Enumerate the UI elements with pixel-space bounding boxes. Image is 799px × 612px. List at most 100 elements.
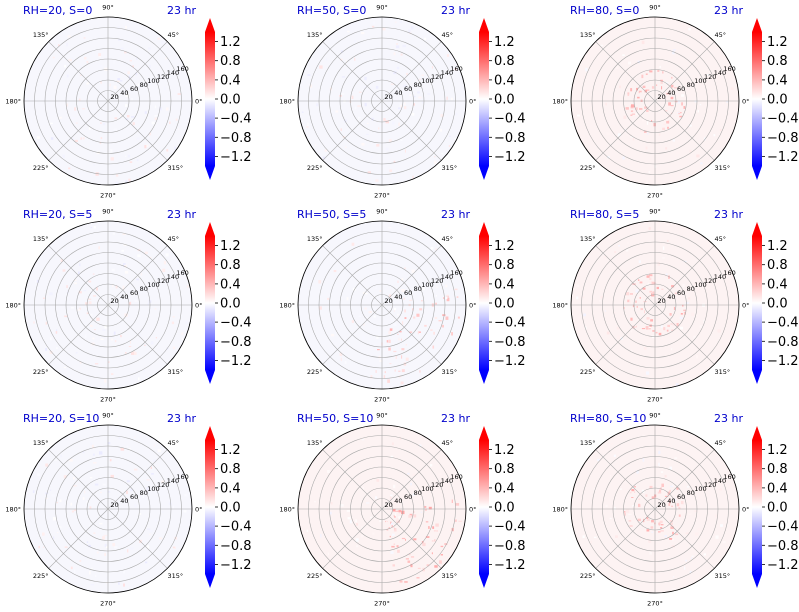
field-cell — [652, 330, 655, 332]
field-cell — [134, 503, 137, 508]
field-cell — [394, 516, 396, 518]
field-cell — [628, 61, 631, 65]
field-cell — [419, 308, 423, 311]
field-cell — [122, 571, 125, 574]
field-cell — [371, 155, 373, 159]
radial-tick-label: 160 — [450, 473, 462, 481]
field-cell — [662, 257, 665, 259]
field-cell — [89, 324, 93, 327]
field-speckles — [577, 28, 734, 183]
field-cell — [658, 462, 660, 466]
field-cell — [678, 514, 681, 517]
field-cell — [646, 519, 650, 521]
field-cell — [706, 74, 710, 76]
field-cell — [155, 298, 158, 301]
field-cell — [671, 588, 676, 590]
colorbar-tick-label: 0.8 — [494, 258, 515, 273]
field-cell — [90, 584, 95, 586]
field-cell — [403, 106, 407, 110]
field-cell — [388, 330, 391, 335]
colorbar: 1.2 0.8 0.4 0.0 −0.4 −0.8 −1.2 — [752, 18, 799, 180]
field-cell — [675, 92, 679, 94]
field-cell — [401, 355, 403, 359]
field-cell — [650, 526, 654, 529]
field-cell — [688, 513, 692, 515]
field-cell — [665, 82, 669, 84]
field-cell — [68, 167, 71, 170]
angular-tick-label: 45° — [168, 31, 180, 39]
radial-tick-label: 80 — [140, 81, 148, 89]
radial-tick-label: 120 — [704, 481, 716, 489]
field-cell — [172, 546, 175, 549]
field-cell — [593, 536, 597, 539]
field-cell — [127, 88, 129, 91]
field-cell — [89, 313, 93, 316]
field-cell — [157, 37, 161, 40]
angular-tick-label: 315° — [715, 164, 731, 172]
field-cell — [658, 332, 662, 336]
field-cell — [98, 246, 100, 250]
field-cell — [131, 352, 134, 355]
field-cell — [102, 483, 106, 486]
field-cell — [691, 312, 694, 316]
radial-tick-label: 80 — [687, 489, 695, 497]
field-cell — [715, 535, 719, 539]
field-cell — [435, 286, 438, 288]
field-cell — [110, 157, 114, 161]
field-cell — [619, 85, 621, 89]
colorbar-extend-max — [479, 426, 489, 440]
field-cell — [615, 66, 619, 69]
radial-tick-label: 20 — [658, 297, 666, 305]
field-cell — [454, 68, 457, 71]
radial-tick-label: 100 — [694, 77, 706, 85]
field-cell — [411, 269, 415, 273]
panel-time: 23 hr — [167, 4, 196, 17]
field-cell — [59, 116, 62, 119]
radial-tick-label: 160 — [723, 65, 735, 73]
radial-tick-label: 80 — [687, 81, 695, 89]
field-cell — [400, 53, 403, 56]
field-cell — [329, 511, 332, 515]
field-cell — [697, 110, 699, 113]
radial-tick-label: 100 — [147, 281, 159, 289]
field-cell — [173, 281, 176, 285]
radial-tick-label: 100 — [694, 485, 706, 493]
field-cell — [622, 54, 625, 56]
field-cell — [391, 545, 395, 548]
panel-title: RH=20, S=0 — [23, 4, 92, 17]
colorbar-tick-label: −0.8 — [494, 131, 526, 146]
field-cell — [637, 96, 640, 99]
colorbar: 1.2 0.8 0.4 0.0 −0.4 −0.8 −1.2 — [205, 426, 252, 588]
field-cell — [181, 337, 183, 340]
field-cell — [658, 523, 661, 525]
angular-tick-label: 0° — [195, 506, 202, 514]
angular-tick-label: 225° — [33, 368, 49, 376]
field-cell — [657, 491, 662, 494]
colorbar-tick-label: 0.8 — [494, 462, 515, 477]
field-cell — [162, 268, 166, 272]
field-cell — [613, 312, 616, 314]
field-cell — [341, 76, 346, 78]
colorbar-extend-min — [479, 166, 489, 180]
field-cell — [148, 83, 151, 86]
field-cell — [603, 255, 607, 259]
field-cell — [397, 313, 399, 316]
field-cell — [641, 328, 646, 330]
panel-title: RH=80, S=0 — [570, 4, 639, 17]
angular-gridline — [48, 449, 168, 569]
field-cell — [393, 52, 396, 56]
field-cell — [380, 175, 383, 179]
colorbar-tick-label: 0.8 — [220, 258, 241, 273]
field-cell — [403, 226, 406, 228]
panel-title: RH=50, S=0 — [297, 4, 366, 17]
field-cell — [111, 373, 114, 375]
field-cell — [444, 543, 448, 546]
field-cell — [664, 474, 667, 478]
colorbar-tick-label: 0.4 — [767, 481, 788, 496]
angular-gridline — [595, 245, 715, 365]
angular-tick-label: 90° — [102, 4, 114, 12]
field-cell — [184, 494, 188, 497]
field-cell — [357, 105, 361, 107]
